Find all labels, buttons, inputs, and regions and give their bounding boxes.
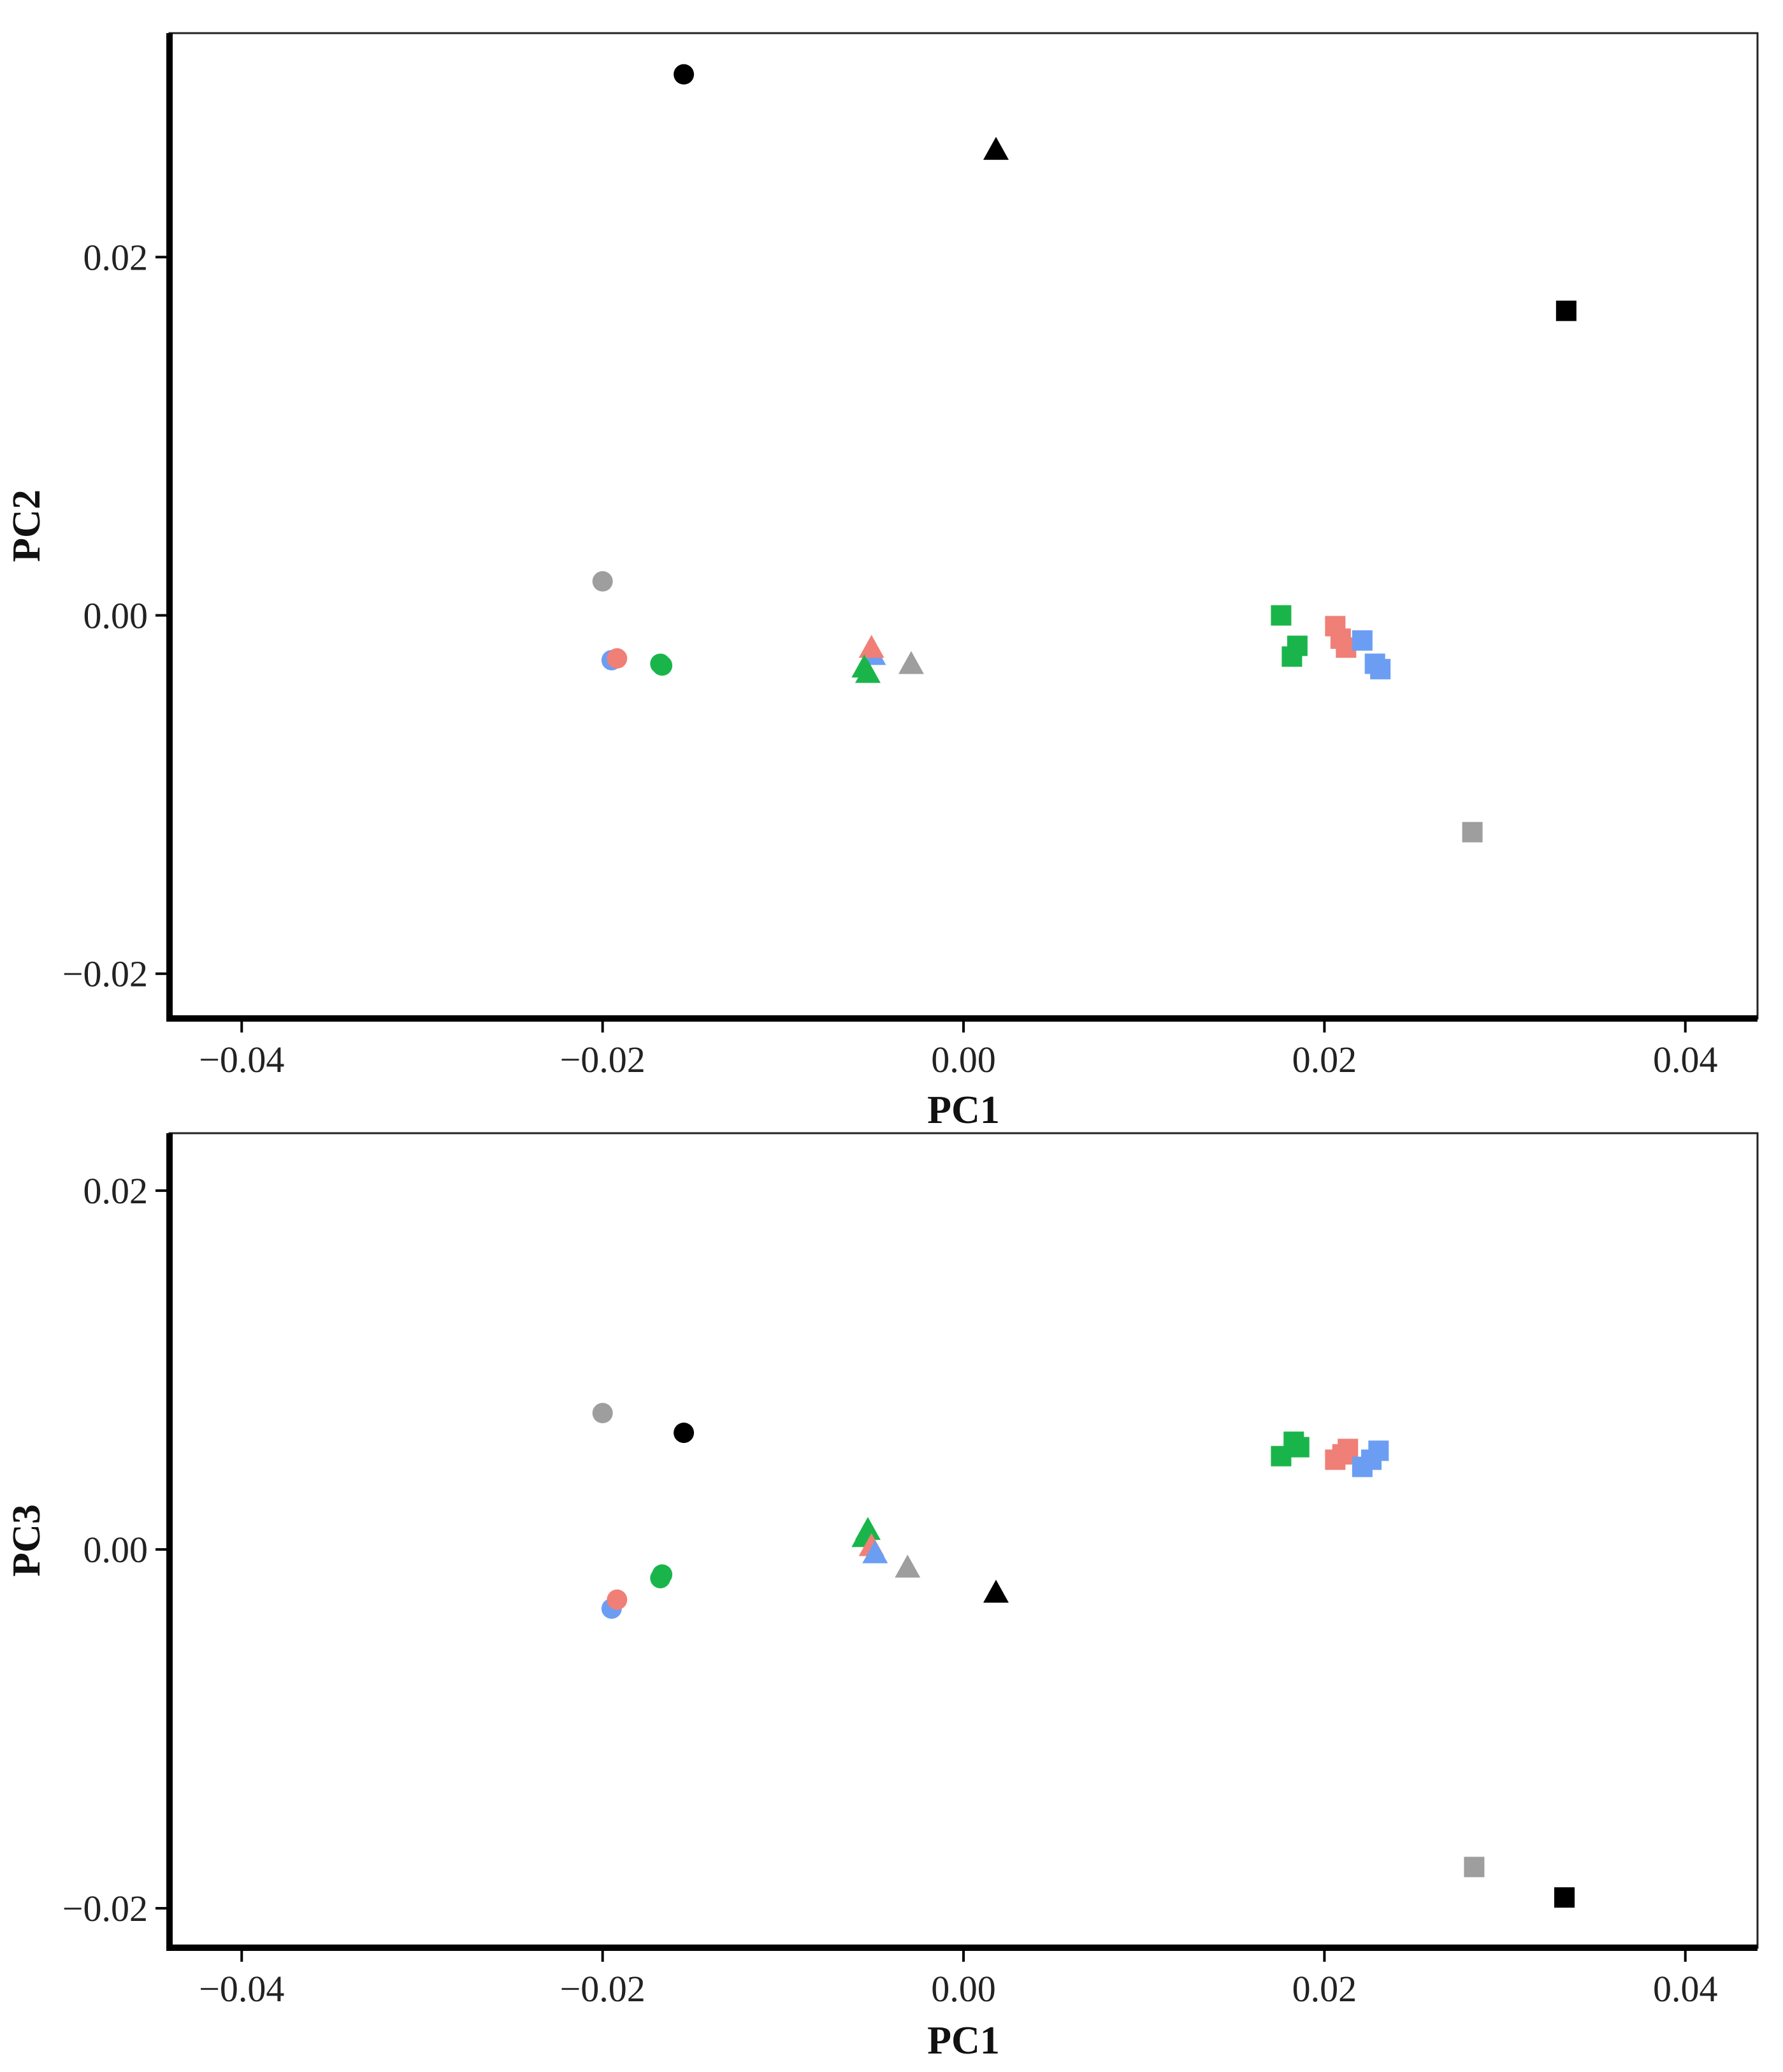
scatter-point-square-gray <box>1464 1857 1485 1878</box>
scatter-point-square-blue <box>1352 630 1373 651</box>
scatter-point-triangle-black <box>983 136 1009 160</box>
scatter-point-square-gray <box>1462 822 1483 843</box>
x-tick-label: 0.02 <box>1292 1968 1357 2010</box>
y-tick-label: −0.02 <box>62 953 148 995</box>
plot-frame <box>168 32 1759 1020</box>
scatter-point-circle-gray <box>592 571 613 592</box>
y-tick-label: 0.02 <box>83 1170 148 1212</box>
scatter-point-circle-green <box>652 655 673 676</box>
y-axis-title: PC3 <box>5 1504 48 1577</box>
scatter-point-triangle-green <box>855 660 881 683</box>
y-tick-label: 0.00 <box>83 595 148 637</box>
scatter-point-triangle-gray <box>898 651 924 674</box>
x-tick-label: 0.00 <box>931 1968 996 2010</box>
scatter-point-circle-red <box>607 1589 628 1610</box>
scatter-point-circle-green <box>652 1564 673 1585</box>
scatter-point-square-green <box>1289 1437 1310 1458</box>
scatter-point-square-red <box>1338 1438 1359 1460</box>
x-axis-title: PC1 <box>927 2019 1000 2062</box>
y-tick-label: 0.02 <box>83 236 148 278</box>
scatter-point-square-black <box>1554 1887 1575 1908</box>
scatter-point-triangle-blue <box>862 1540 888 1563</box>
x-tick-label: −0.02 <box>560 1039 646 1080</box>
scatter-point-square-blue <box>1370 658 1391 679</box>
plot-frame <box>168 1132 1759 1949</box>
scatter-point-triangle-gray <box>895 1554 921 1578</box>
x-tick-label: −0.04 <box>199 1968 284 2010</box>
x-tick-label: 0.04 <box>1653 1039 1718 1080</box>
y-axis-title: PC2 <box>5 489 48 562</box>
y-tick-label: 0.00 <box>83 1529 148 1570</box>
scatter-point-square-blue <box>1368 1440 1389 1461</box>
x-tick-label: −0.02 <box>560 1968 646 2010</box>
scatter-point-circle-black <box>674 1423 695 1444</box>
x-axis-title: PC1 <box>927 1089 1000 1132</box>
scatter-point-square-green <box>1271 605 1292 626</box>
y-tick-label: −0.02 <box>62 1888 148 1929</box>
scatter-point-circle-red <box>607 648 628 669</box>
scatter-point-square-black <box>1556 300 1577 321</box>
x-tick-label: 0.00 <box>931 1039 996 1080</box>
scatter-point-circle-black <box>674 64 695 85</box>
scatter-point-circle-gray <box>592 1403 613 1424</box>
x-tick-label: 0.02 <box>1292 1039 1357 1080</box>
pc1-pc2-scatter-panel: −0.04 −0.02 0.00 0.02 0.04 −0.02 0.00 0.02 PC1 PC… <box>5 32 1759 1132</box>
scatter-point-triangle-black <box>983 1579 1009 1603</box>
x-tick-label: 0.04 <box>1653 1968 1718 2010</box>
pc1-pc3-scatter-panel: −0.04 −0.02 0.00 0.02 0.04 −0.02 0.00 0.02 PC1 PC… <box>5 1132 1759 2062</box>
scatter-point-square-green <box>1281 646 1303 667</box>
scatter-point-triangle-red <box>858 635 884 658</box>
x-tick-label: −0.04 <box>199 1039 284 1080</box>
